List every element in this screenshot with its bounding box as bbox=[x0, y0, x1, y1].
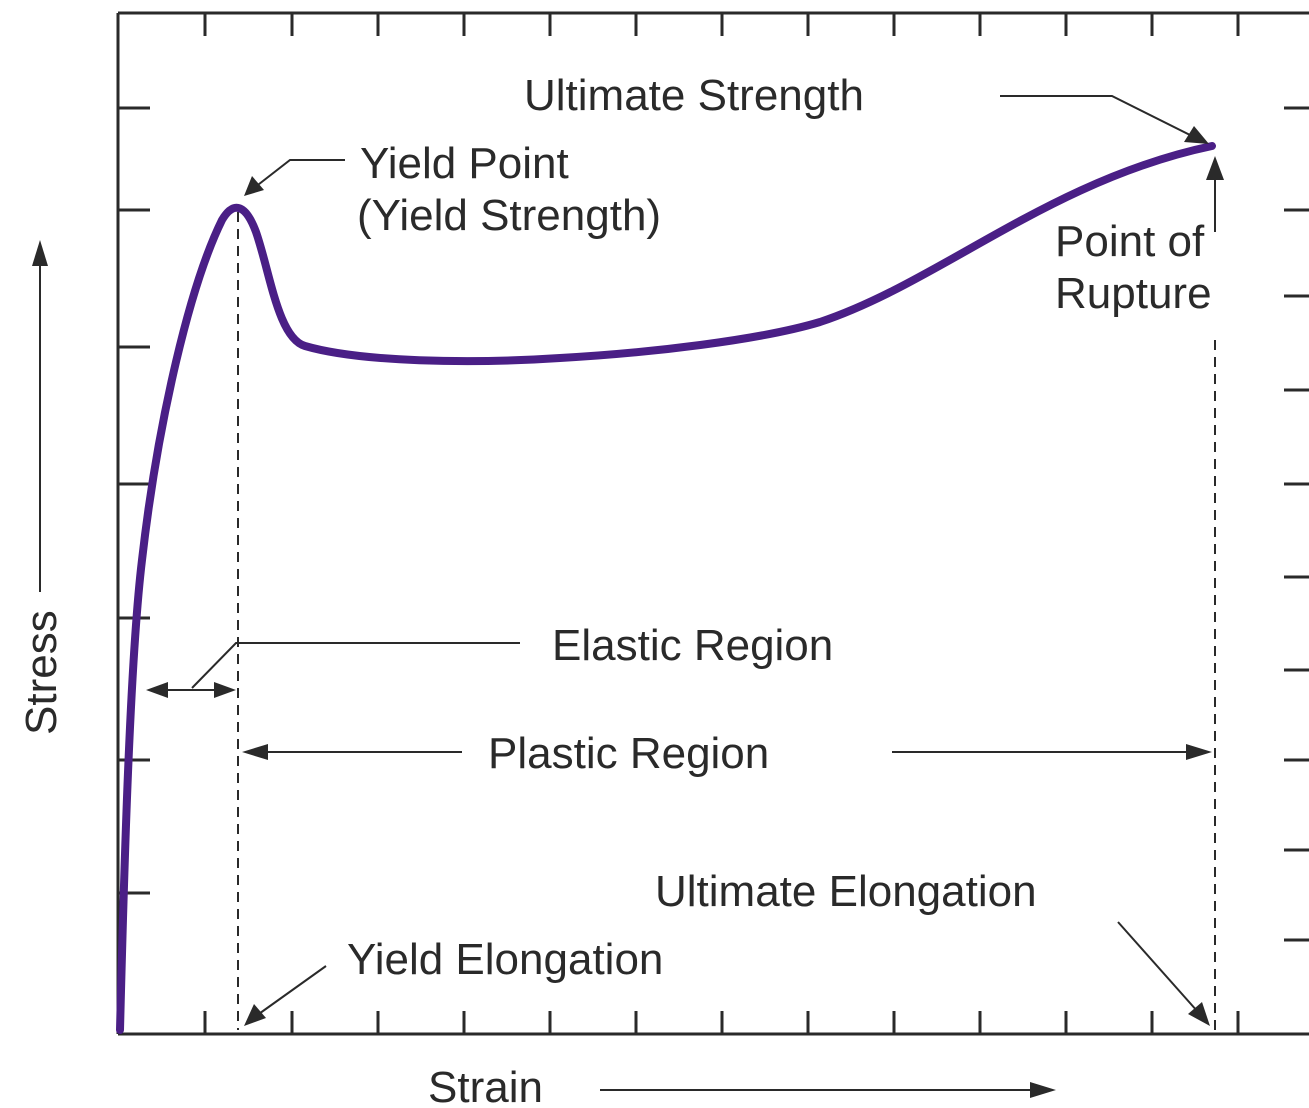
x-axis-arrowhead bbox=[1030, 1082, 1056, 1098]
plastic-region-arrow-left bbox=[242, 744, 268, 760]
elastic-region-arrow-left bbox=[146, 682, 168, 698]
ultimate-strength-label: Ultimate Strength bbox=[524, 71, 864, 120]
ultimate-strength-arrowhead bbox=[1184, 126, 1209, 144]
ultimate-strength-leader bbox=[1000, 95, 1197, 139]
plot-frame bbox=[116, 11, 1309, 1036]
yield-point-leader bbox=[253, 159, 345, 189]
plastic-region-label: Plastic Region bbox=[488, 729, 769, 778]
elastic-region-leader bbox=[191, 642, 520, 689]
rupture-label-line2: Rupture bbox=[1055, 269, 1212, 318]
yield-point-label-line1: Yield Point bbox=[360, 139, 569, 188]
rupture-label-line1: Point of bbox=[1055, 217, 1205, 266]
yield-point-label-line2: (Yield Strength) bbox=[357, 191, 661, 240]
yield-point-arrowhead bbox=[244, 176, 264, 196]
elastic-region-arrow-right bbox=[214, 682, 236, 698]
ultimate-elongation-leader bbox=[1117, 921, 1199, 1013]
yield-elongation-label: Yield Elongation bbox=[347, 935, 663, 984]
ultimate-elongation-arrowhead bbox=[1188, 1002, 1210, 1026]
yield-elongation-leader bbox=[255, 965, 327, 1017]
y-axis-arrowhead bbox=[32, 240, 48, 266]
tick-marks bbox=[118, 13, 1309, 1034]
stress-strain-curve bbox=[116, 142, 1216, 1034]
elastic-region-label: Elastic Region bbox=[552, 621, 833, 670]
plastic-region-arrow-right bbox=[1186, 744, 1212, 760]
yield-elongation-arrowhead bbox=[244, 1004, 266, 1026]
rupture-arrowhead bbox=[1206, 156, 1224, 180]
x-axis-label: Strain bbox=[428, 1063, 543, 1108]
y-axis-label: Stress bbox=[17, 610, 66, 735]
ultimate-elongation-label: Ultimate Elongation bbox=[655, 867, 1037, 916]
